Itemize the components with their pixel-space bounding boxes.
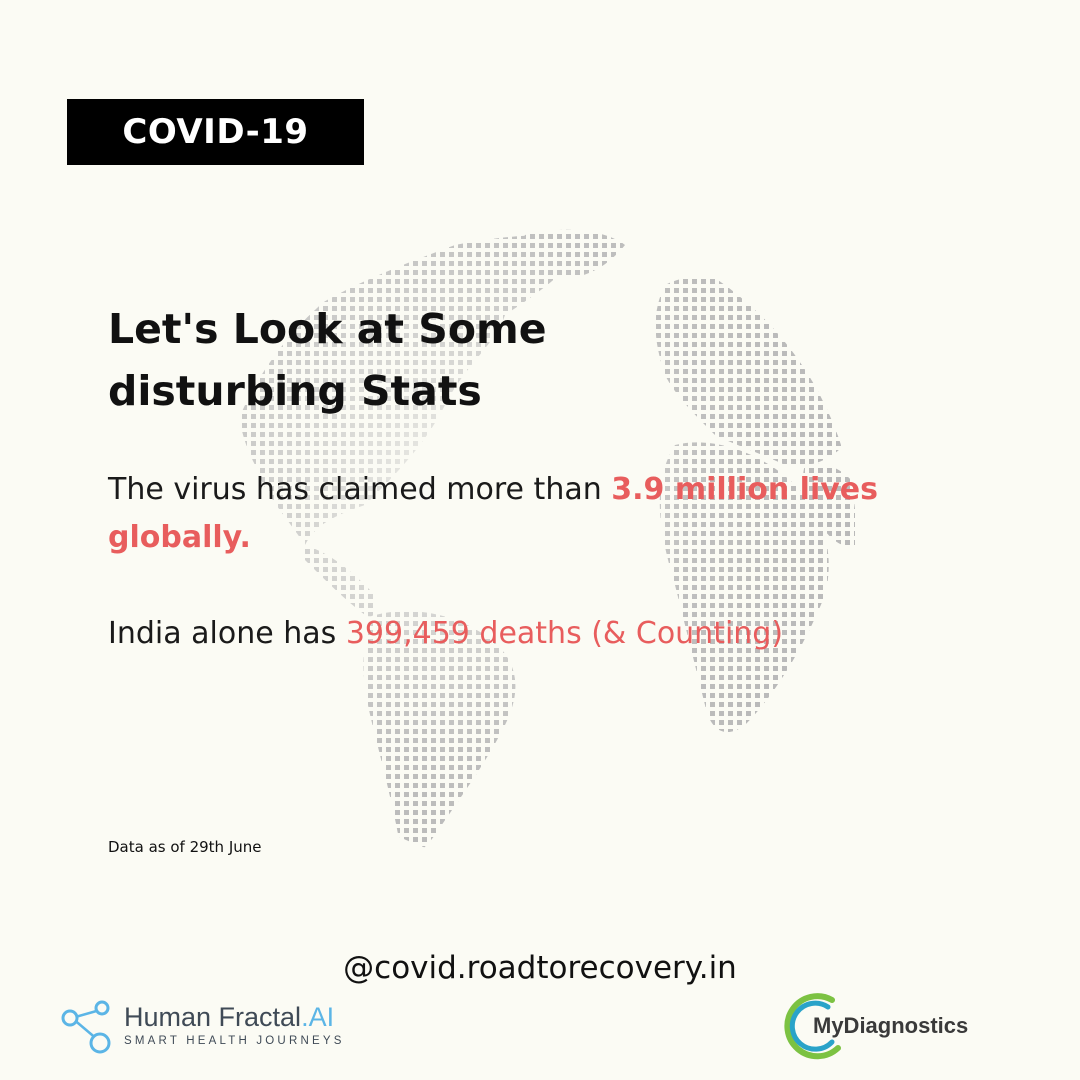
india-deaths-highlight: 399,459 deaths (& Counting)	[345, 616, 784, 651]
global-deaths-prefix: The virus has claimed more than	[108, 472, 612, 507]
headline-line-2: disturbing Stats	[108, 367, 482, 415]
headline: Let's Look at Some disturbing Stats	[108, 298, 547, 422]
molecule-icon	[61, 1000, 111, 1054]
my-diagnostics-logo: MyDiagnostics	[780, 990, 980, 1060]
global-deaths-stat: The virus has claimed more than 3.9 mill…	[108, 466, 908, 562]
human-fractal-suffix: .AI	[301, 1002, 335, 1032]
human-fractal-logo: Human Fractal.AI SMART HEALTH JOURNEYS	[60, 998, 380, 1058]
india-deaths-stat: India alone has 399,459 deaths (& Counti…	[108, 610, 908, 658]
topic-tag: COVID-19	[67, 99, 364, 165]
my-diagnostics-name: MyDiagnostics	[813, 1013, 969, 1038]
human-fractal-name: Human Fractal.AI	[124, 1002, 334, 1033]
global-deaths-highlight: 3.9 million lives globally.	[108, 472, 878, 555]
topic-tag-label: COVID-19	[122, 112, 309, 152]
data-date-note: Data as of 29th June	[108, 838, 262, 856]
india-deaths-prefix: India alone has	[108, 616, 346, 651]
globe-icon	[213, 223, 857, 867]
ring-icon	[784, 993, 841, 1060]
human-fractal-name-text: Human Fractal	[124, 1002, 302, 1032]
social-handle: @covid.roadtorecovery.in	[343, 950, 737, 986]
human-fractal-tagline: SMART HEALTH JOURNEYS	[124, 1035, 345, 1047]
headline-line-1: Let's Look at Some	[108, 305, 547, 353]
